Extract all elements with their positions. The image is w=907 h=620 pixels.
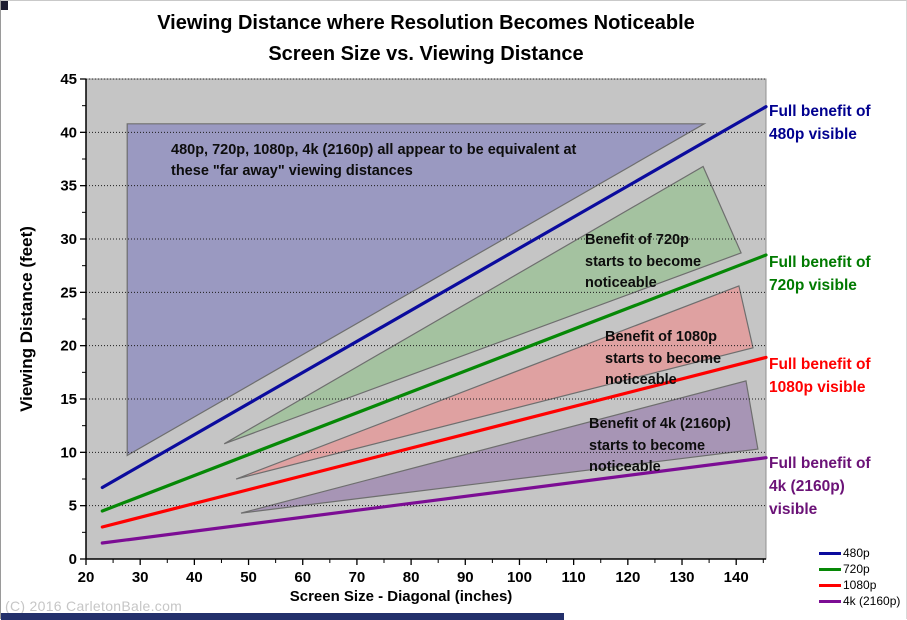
watermark: (C) 2016 CarletonBale.com: [5, 598, 183, 614]
y-tick-label: 0: [69, 551, 77, 568]
x-tick-label: 140: [724, 569, 749, 586]
chart-title-line1: Viewing Distance where Resolution Become…: [157, 12, 695, 34]
annotation-line: noticeable: [605, 372, 677, 388]
side-label-720p: Full benefit of 720p visible: [769, 251, 871, 297]
side-label-line: 1080p visible: [769, 379, 866, 396]
annotation-4k: Benefit of 4k (2160p) starts to become n…: [589, 414, 731, 479]
legend-line-swatch: [819, 567, 841, 571]
series-line-480p: [100, 105, 768, 490]
annotation-line: 480p, 720p, 1080p, 4k (2160p) all appear…: [171, 142, 577, 158]
y-tick-label: 10: [60, 444, 77, 461]
x-tick-label: 120: [615, 569, 640, 586]
annotation-720p: Benefit of 720p starts to become noticea…: [585, 230, 701, 295]
y-tick-label: 40: [60, 124, 77, 141]
annotation-line: noticeable: [589, 459, 661, 475]
chart-title-line2: Screen Size vs. Viewing Distance: [268, 43, 584, 65]
side-label-line: Full benefit of: [769, 455, 871, 472]
x-tick-label: 60: [294, 569, 311, 586]
4k-benefit-region: [240, 380, 759, 514]
y-tick-label: 35: [60, 178, 77, 195]
1080p-benefit-region: [235, 285, 754, 480]
legend-label: 4k (2160p): [843, 594, 901, 608]
side-label-line: Full benefit of: [769, 103, 871, 120]
legend-line-swatch: [819, 599, 841, 603]
legend-label: 480p: [843, 546, 870, 560]
legend-item: 1080p: [819, 577, 900, 593]
side-label-4k: Full benefit of 4k (2160p) visible: [769, 452, 871, 521]
legend: 480p 720p 1080p 4k (2160p): [819, 545, 900, 609]
side-label-line: 720p visible: [769, 277, 857, 294]
y-tick-label: 5: [69, 498, 77, 515]
series-line-1080p: [100, 355, 768, 529]
x-tick-label: 100: [507, 569, 532, 586]
corner-notch: [1, 1, 8, 10]
x-tick-label: 70: [349, 569, 366, 586]
side-label-480p: Full benefit of 480p visible: [769, 100, 871, 146]
x-tick-label: 130: [670, 569, 695, 586]
annotation-line: starts to become: [589, 437, 706, 454]
x-tick-label: 80: [403, 569, 420, 586]
y-tick-label: 25: [60, 284, 77, 301]
side-label-line: 480p visible: [769, 126, 857, 143]
side-label-line: Full benefit of: [769, 254, 871, 271]
annotation-line: Benefit of 720p: [585, 232, 689, 248]
side-label-line: Full benefit of: [769, 356, 871, 373]
x-axis-title: Screen Size - Diagonal (inches): [289, 588, 513, 605]
side-label-line: 4k (2160p): [769, 478, 845, 495]
annotation-line: noticeable: [585, 275, 657, 291]
series-line-720p: [100, 253, 768, 513]
equivalent-region: [126, 123, 707, 457]
y-tick-label: 45: [60, 71, 77, 88]
x-tick-label: 40: [186, 569, 203, 586]
legend-item: 720p: [819, 561, 900, 577]
annotation-1080p: Benefit of 1080p starts to become notice…: [605, 327, 721, 392]
x-tick-label: 30: [132, 569, 149, 586]
legend-item: 4k (2160p): [819, 593, 900, 609]
x-tick-label: 90: [457, 569, 474, 586]
annotation-line: starts to become: [605, 350, 722, 367]
annotation-line: Benefit of 4k (2160p): [589, 416, 731, 432]
side-label-1080p: Full benefit of 1080p visible: [769, 353, 871, 399]
side-label-line: visible: [769, 501, 818, 518]
annotation-line: starts to become: [585, 253, 702, 270]
annotation-line: these "far away" viewing distances: [171, 162, 413, 179]
y-tick-label: 20: [60, 338, 77, 355]
x-tick-label: 50: [240, 569, 257, 586]
annotation-line: Benefit of 1080p: [605, 329, 717, 345]
legend-item: 480p: [819, 545, 900, 561]
legend-line-swatch: [819, 551, 841, 555]
legend-label: 720p: [843, 562, 870, 576]
x-tick-label: 20: [78, 569, 95, 586]
legend-label: 1080p: [843, 578, 877, 592]
legend-line-swatch: [819, 583, 841, 587]
chart-title: Viewing Distance where Resolution Become…: [86, 8, 766, 70]
y-tick-label: 15: [60, 391, 77, 408]
annotation-equivalent: 480p, 720p, 1080p, 4k (2160p) all appear…: [171, 140, 576, 181]
720p-benefit-region: [223, 165, 742, 445]
y-tick-label: 30: [60, 231, 77, 248]
x-tick-label: 110: [562, 569, 586, 586]
series-line-4k2160p: [100, 456, 768, 545]
bottom-bar: [1, 613, 564, 620]
